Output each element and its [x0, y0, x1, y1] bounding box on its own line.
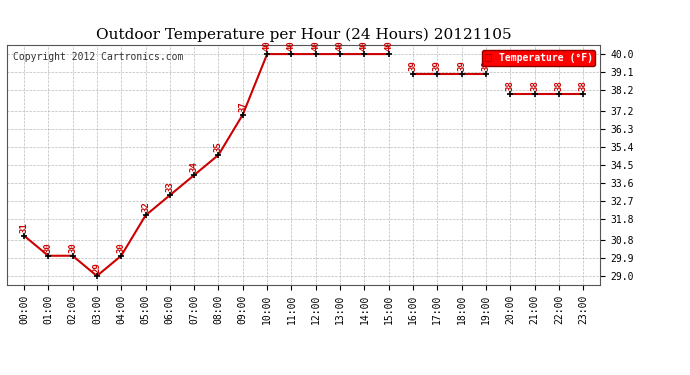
Text: 39: 39 [457, 60, 466, 71]
Text: 39: 39 [408, 60, 417, 71]
Text: 39: 39 [482, 60, 491, 71]
Legend: Temperature (°F): Temperature (°F) [482, 50, 595, 66]
Text: 33: 33 [166, 182, 175, 192]
Text: 30: 30 [43, 242, 52, 253]
Text: 40: 40 [311, 40, 320, 51]
Text: 30: 30 [68, 242, 77, 253]
Text: 40: 40 [360, 40, 369, 51]
Text: Copyright 2012 Cartronics.com: Copyright 2012 Cartronics.com [13, 52, 184, 62]
Text: 31: 31 [19, 222, 28, 232]
Text: 30: 30 [117, 242, 126, 253]
Text: 38: 38 [555, 81, 564, 92]
Text: 40: 40 [335, 40, 344, 51]
Text: 35: 35 [214, 141, 223, 152]
Text: 38: 38 [506, 81, 515, 92]
Text: 38: 38 [579, 81, 588, 92]
Text: 29: 29 [92, 262, 101, 273]
Text: 40: 40 [287, 40, 296, 51]
Text: 39: 39 [433, 60, 442, 71]
Text: 32: 32 [141, 202, 150, 212]
Title: Outdoor Temperature per Hour (24 Hours) 20121105: Outdoor Temperature per Hour (24 Hours) … [96, 28, 511, 42]
Text: 38: 38 [530, 81, 539, 92]
Text: 40: 40 [384, 40, 393, 51]
Text: 40: 40 [263, 40, 272, 51]
Text: 34: 34 [190, 161, 199, 172]
Text: 37: 37 [238, 101, 247, 111]
